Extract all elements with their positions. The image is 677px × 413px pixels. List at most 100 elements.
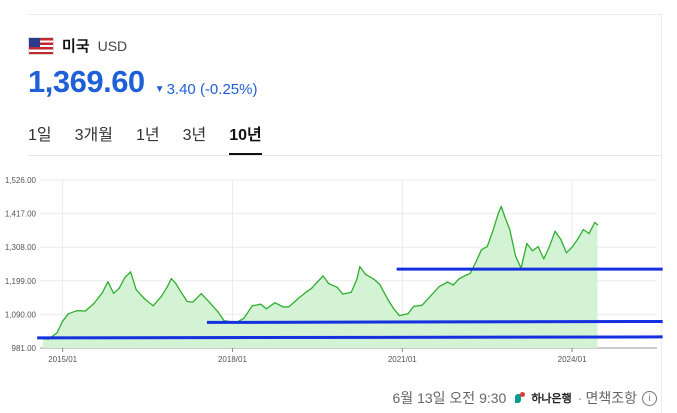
data-point <box>288 306 290 308</box>
data-point <box>56 332 58 334</box>
currency-header: 미국 USD <box>28 35 127 56</box>
data-point <box>582 229 585 231</box>
tab-period[interactable]: 10년 <box>229 121 262 155</box>
data-point <box>446 281 449 283</box>
current-price: 1,369.60 <box>28 64 145 99</box>
data-point <box>76 310 78 312</box>
data-point <box>305 291 307 293</box>
data-point <box>393 308 395 310</box>
data-point <box>129 271 132 273</box>
tab-period[interactable]: 3년 <box>182 127 207 144</box>
data-point <box>161 295 163 297</box>
data-point <box>500 205 502 208</box>
data-point <box>311 287 313 289</box>
exchange-rate-chart: 1,526.00 1,417.00 1,308.00 1,199.00 1,090.00… <box>5 176 663 364</box>
data-point <box>514 255 517 257</box>
data-point <box>180 292 183 294</box>
data-point <box>571 246 573 248</box>
data-point <box>223 319 225 322</box>
bank-logo-icon <box>514 391 528 405</box>
us-flag-icon <box>28 36 54 55</box>
data-point <box>475 261 477 263</box>
overlay-trend-line <box>206 319 663 324</box>
data-point <box>336 286 338 288</box>
data-point <box>356 278 358 280</box>
data-point <box>217 311 219 313</box>
data-point <box>554 230 556 232</box>
data-source: 하나은행 <box>531 393 572 405</box>
data-point <box>497 212 500 214</box>
y-tick-label: 1,308.00 <box>5 243 37 252</box>
data-point <box>170 278 172 280</box>
data-point <box>118 287 120 289</box>
info-icon[interactable]: i <box>642 390 657 406</box>
data-point <box>350 291 352 293</box>
data-point <box>463 275 466 277</box>
data-point <box>526 242 528 245</box>
footer: 6월 13일 오전 9:30 하나은행 · 면책조항 i <box>393 388 657 408</box>
data-point <box>379 283 381 285</box>
y-tick-label: 1,090.00 <box>5 310 37 319</box>
data-point <box>452 284 454 286</box>
y-tick-label: 1,526.00 <box>5 176 37 185</box>
data-point <box>192 301 194 303</box>
data-point <box>166 286 168 288</box>
data-point <box>84 310 86 312</box>
series-area-fill <box>42 206 598 348</box>
data-point <box>152 305 154 307</box>
data-point <box>565 252 568 254</box>
data-point <box>364 273 367 275</box>
data-point <box>200 293 202 295</box>
data-point <box>458 278 460 280</box>
down-triangle-icon: ▼ <box>154 84 165 95</box>
data-point <box>62 320 64 322</box>
data-point <box>101 292 103 294</box>
data-point <box>342 293 344 295</box>
data-point <box>503 214 505 216</box>
data-point <box>251 305 253 307</box>
currency-code: USD <box>97 37 128 54</box>
data-point <box>112 292 115 295</box>
tab-period[interactable]: 3개월 <box>74 127 113 144</box>
top-divider <box>28 14 661 15</box>
data-point <box>316 281 318 283</box>
y-tick-label: 981.00 <box>12 344 37 353</box>
data-point <box>93 303 95 305</box>
data-point <box>373 278 375 280</box>
disclaimer-link[interactable]: 면책조항 <box>585 390 637 406</box>
data-point <box>560 238 562 241</box>
data-point <box>407 313 409 315</box>
price-change-value: 3.40 (-0.25%) <box>166 81 258 98</box>
price-change: ▼ 3.40 (-0.25%) <box>155 81 258 98</box>
update-timestamp: 6월 13일 오전 9:30 <box>392 390 507 406</box>
data-point <box>398 315 401 317</box>
data-point <box>480 249 483 251</box>
separator-dot: · <box>577 390 583 406</box>
x-tick-label: 2018/01 <box>218 355 247 364</box>
x-tick-label: 2015/01 <box>48 355 77 364</box>
tab-period[interactable]: 1일 <box>28 127 52 144</box>
data-point <box>322 275 324 277</box>
data-point <box>429 295 432 297</box>
data-point <box>412 305 415 307</box>
y-tick-label: 1,199.00 <box>5 277 37 286</box>
data-point <box>543 258 545 260</box>
tabs-divider <box>28 155 661 156</box>
data-point <box>531 250 534 252</box>
data-point <box>67 313 69 315</box>
data-point <box>209 302 211 304</box>
data-point <box>135 289 137 291</box>
x-tick-label: 2024/01 <box>558 355 587 364</box>
data-point <box>588 233 590 235</box>
data-point <box>282 306 285 308</box>
data-point <box>144 298 146 300</box>
data-point <box>243 317 245 320</box>
data-point <box>107 281 109 283</box>
data-point <box>596 224 599 226</box>
data-point <box>124 276 126 279</box>
series-line <box>42 205 598 340</box>
data-point <box>186 300 188 303</box>
tab-period[interactable]: 1년 <box>135 127 160 144</box>
data-point <box>486 245 488 248</box>
data-point <box>175 282 177 285</box>
